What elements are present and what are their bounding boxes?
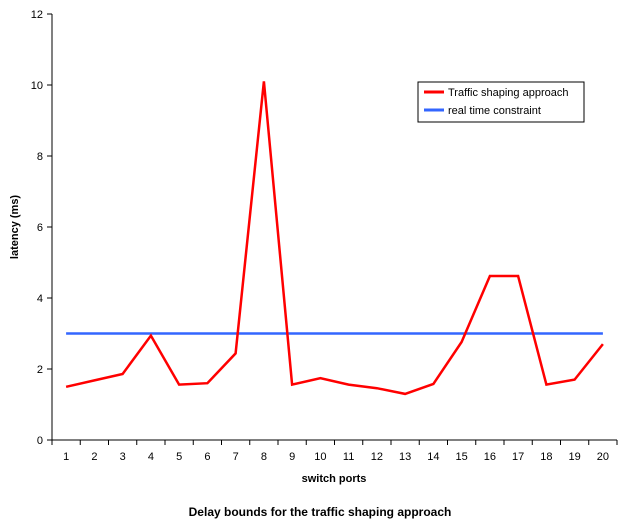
x-tick-label: 11 — [343, 451, 354, 463]
x-axis-ticks: 1 2 3 4 5 6 7 8 9 10 11 12 13 14 15 16 17 18 19 20 — [51, 440, 618, 463]
y-axis-title: latency (ms) — [9, 195, 21, 260]
y-tick-label: 12 — [31, 9, 43, 21]
x-tick-label: 2 — [91, 451, 97, 463]
x-tick-label: 9 — [289, 451, 295, 463]
x-tick-label: 13 — [399, 451, 411, 463]
legend: Traffic shaping approach real time const… — [417, 81, 585, 123]
x-tick-label: 10 — [314, 451, 326, 463]
x-axis-title: switch ports — [302, 473, 367, 485]
x-tick-label: 18 — [540, 451, 552, 463]
x-tick-label: 6 — [204, 451, 210, 463]
x-tick-label: 14 — [427, 451, 439, 463]
series-line-traffic-shaping-approach — [65, 81, 604, 396]
x-tick-label: 5 — [176, 451, 182, 463]
legend-box — [417, 81, 585, 123]
y-tick-label: 0 — [37, 435, 43, 447]
y-tick-label: 8 — [37, 151, 43, 163]
chart-title: Delay bounds for the traffic shaping app… — [189, 505, 452, 519]
y-tick-label: 10 — [31, 80, 43, 92]
x-tick-label: 16 — [484, 451, 496, 463]
x-tick-label: 19 — [569, 451, 581, 463]
x-tick-label: 17 — [512, 451, 524, 463]
legend-label-real-time-constraint: real time constraint — [448, 105, 541, 117]
y-tick-label: 4 — [37, 293, 43, 305]
x-tick-label: 15 — [456, 451, 468, 463]
x-tick-label: 8 — [261, 451, 267, 463]
y-axis-ticks: 0 2 4 6 8 10 12 — [31, 9, 52, 447]
x-tick-label: 1 — [63, 451, 69, 463]
x-tick-label: 7 — [233, 451, 239, 463]
series-layer — [65, 81, 604, 396]
legend-label-traffic-shaping: Traffic shaping approach — [448, 87, 568, 99]
y-tick-label: 6 — [37, 222, 43, 234]
x-tick-label: 20 — [597, 451, 609, 463]
x-tick-label: 4 — [148, 451, 154, 463]
x-tick-label: 12 — [371, 451, 383, 463]
y-tick-label: 2 — [37, 364, 43, 376]
x-tick-label: 3 — [120, 451, 126, 463]
